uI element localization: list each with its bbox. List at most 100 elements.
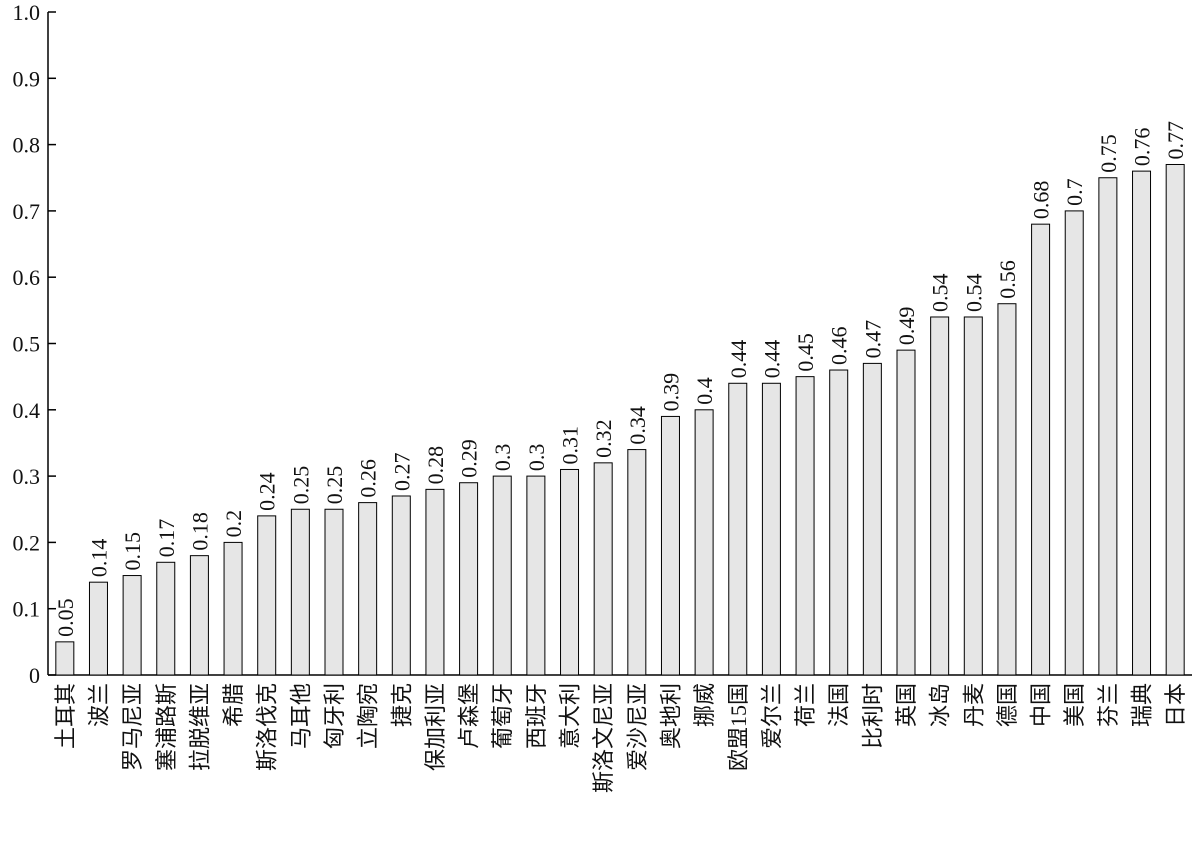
bar (324, 508, 344, 676)
x-tick-label: 德国 (995, 683, 1020, 727)
x-tick-label: 波兰 (86, 683, 111, 727)
x-tick-label: 芬兰 (1096, 683, 1121, 727)
value-label: 0.2 (221, 510, 246, 538)
x-tick-label: 葡萄牙 (490, 683, 515, 749)
x-tick-label: 中国 (1029, 683, 1054, 727)
x-tick-label: 意大利 (558, 683, 583, 749)
x-tick-label: 瑞典 (1130, 683, 1155, 727)
bar (425, 488, 445, 676)
y-tick-label: 0 (29, 663, 40, 688)
value-label: 0.46 (827, 327, 852, 366)
bar (290, 508, 310, 676)
x-tick-label: 丹麦 (961, 683, 986, 727)
x-tick-label: 西班牙 (524, 683, 549, 749)
x-tick-label: 法国 (827, 683, 852, 727)
bar (156, 561, 176, 676)
value-label: 0.15 (120, 532, 145, 571)
bar (492, 475, 512, 676)
bar (122, 575, 142, 676)
value-label: 0.27 (389, 452, 414, 491)
value-label: 0.24 (255, 472, 280, 511)
x-tick-label: 拉脱维亚 (187, 683, 212, 771)
bar (896, 349, 916, 676)
value-label: 0.31 (558, 426, 583, 465)
value-label: 0.39 (658, 373, 683, 412)
x-tick-label: 冰岛 (928, 683, 953, 727)
value-label: 0.29 (457, 439, 482, 478)
y-tick-label: 0.3 (13, 464, 41, 489)
bar (391, 495, 411, 676)
value-label: 0.25 (322, 466, 347, 505)
value-label: 0.44 (759, 340, 784, 379)
value-label: 0.05 (53, 598, 78, 637)
x-tick-label: 匈牙利 (322, 683, 347, 749)
x-tick-label: 比利时 (860, 683, 885, 749)
bar (1132, 170, 1152, 676)
value-label: 0.4 (692, 377, 717, 405)
bar (1064, 210, 1084, 676)
value-label: 0.56 (995, 260, 1020, 299)
value-label: 0.75 (1096, 134, 1121, 173)
x-tick-label: 土耳其 (53, 683, 78, 749)
value-label: 0.18 (187, 512, 212, 551)
x-tick-label: 卢森堡 (457, 683, 482, 749)
bar (1098, 177, 1118, 676)
value-label: 0.32 (591, 419, 616, 458)
bar (963, 316, 983, 676)
x-tick-label: 塞浦路斯 (154, 683, 179, 771)
x-tick-label: 罗马尼亚 (120, 683, 145, 771)
x-tick-label: 斯洛伐克 (255, 683, 280, 771)
value-label: 0.49 (894, 307, 919, 346)
value-label: 0.54 (928, 273, 953, 312)
bar (358, 502, 378, 676)
bar (795, 376, 815, 676)
value-label: 0.25 (288, 466, 313, 505)
bar (88, 581, 108, 676)
x-tick-label: 斯洛文尼亚 (591, 683, 616, 793)
y-tick-label: 0.6 (13, 265, 41, 290)
value-label: 0.7 (1062, 178, 1087, 206)
bar (55, 641, 75, 676)
value-label: 0.3 (524, 444, 549, 472)
bar (761, 382, 781, 676)
x-tick-label: 欧盟15国 (726, 683, 751, 771)
value-label: 0.26 (356, 459, 381, 498)
bar (862, 362, 882, 676)
value-label: 0.47 (860, 320, 885, 359)
y-tick-label: 1.0 (13, 0, 41, 25)
x-tick-label: 英国 (894, 683, 919, 727)
bar (560, 468, 580, 676)
bar (660, 415, 680, 676)
value-label: 0.14 (86, 539, 111, 578)
y-tick-label: 0.9 (13, 66, 41, 91)
y-tick-label: 0.1 (13, 597, 41, 622)
value-label: 0.3 (490, 444, 515, 472)
bar (593, 462, 613, 676)
bar (189, 555, 209, 676)
bar (728, 382, 748, 676)
y-tick-label: 0.5 (13, 332, 41, 357)
value-label: 0.28 (423, 446, 448, 485)
value-label: 0.45 (793, 333, 818, 372)
y-tick-label: 0.4 (13, 398, 41, 423)
x-tick-label: 奥地利 (658, 683, 683, 749)
bar (526, 475, 546, 676)
bar (1031, 223, 1051, 676)
x-tick-label: 捷克 (389, 683, 414, 727)
x-tick-label: 挪威 (692, 683, 717, 727)
bar (627, 449, 647, 676)
x-tick-label: 希腊 (221, 683, 246, 727)
value-label: 0.76 (1130, 128, 1155, 167)
bar (829, 369, 849, 676)
x-tick-label: 美国 (1062, 683, 1087, 727)
value-label: 0.44 (726, 340, 751, 379)
value-label: 0.34 (625, 406, 650, 445)
y-tick-label: 0.8 (13, 133, 41, 158)
value-label: 0.17 (154, 519, 179, 558)
y-tick-label: 0.2 (13, 530, 41, 555)
x-tick-label: 立陶宛 (356, 683, 381, 749)
bar (223, 541, 243, 676)
y-tick-label: 0.7 (13, 199, 41, 224)
bar (997, 303, 1017, 676)
